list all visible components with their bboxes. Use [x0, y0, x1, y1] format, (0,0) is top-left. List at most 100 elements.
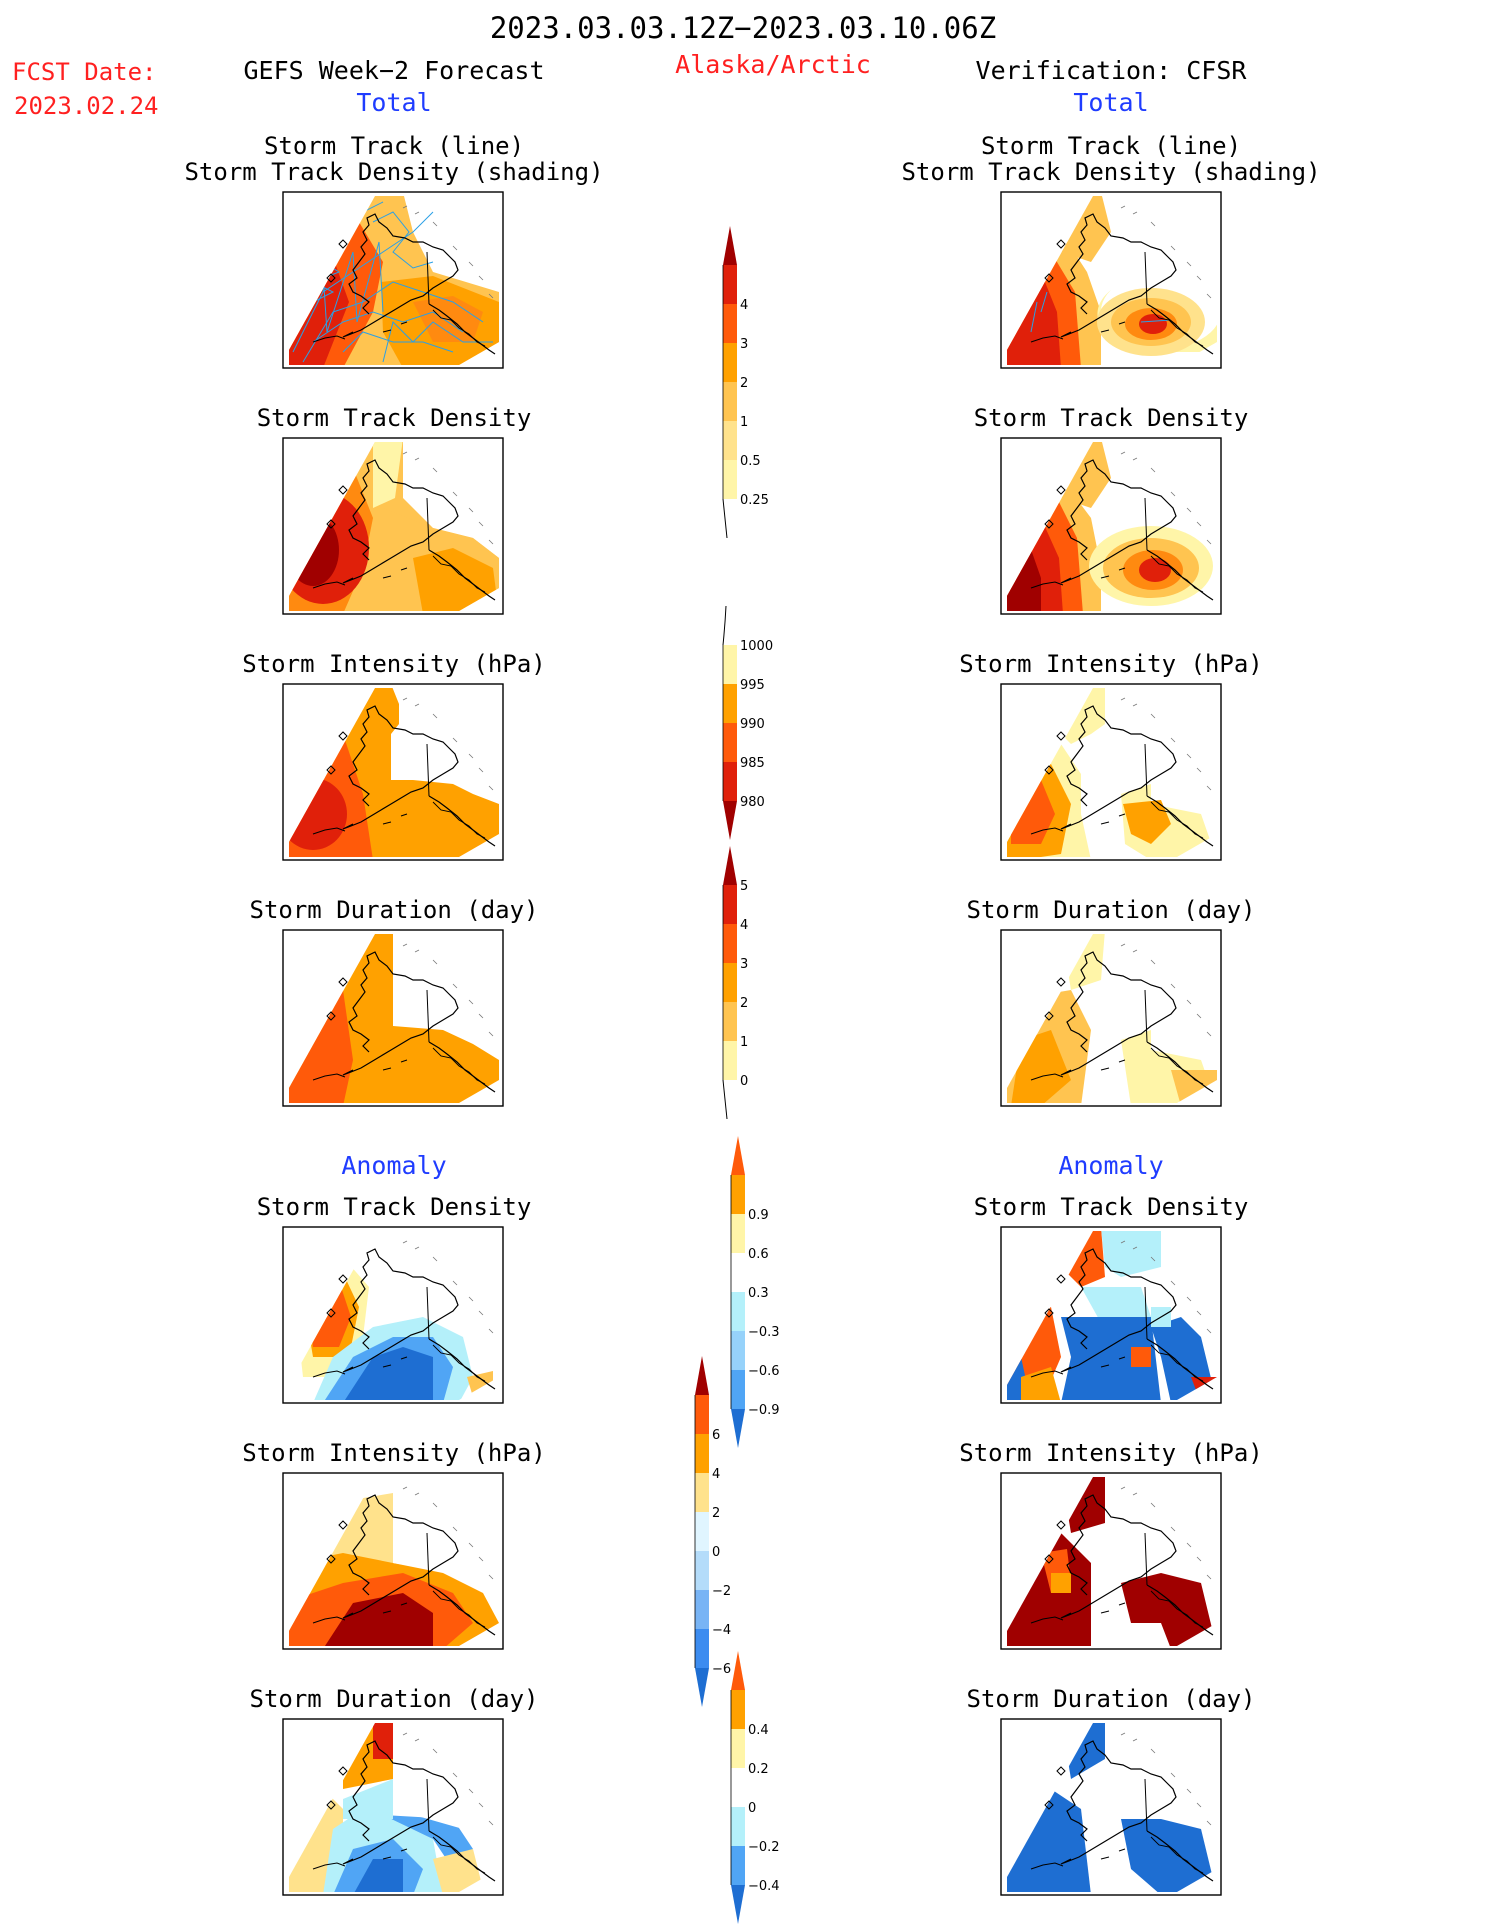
colorbar-segment: [731, 1175, 745, 1214]
colorbar-segment: [723, 924, 737, 963]
colorbar-tick-label: −0.2: [748, 1840, 780, 1855]
colorbar-tick-label: 4: [740, 298, 748, 313]
verification-duration-title: Storm Duration (day): [966, 896, 1256, 924]
colorbar-segment: [731, 1331, 745, 1370]
colorbar-tick-label: −2: [712, 1584, 731, 1599]
forecast-total-label: Total: [356, 88, 432, 117]
colorbar-segment: [731, 1253, 745, 1292]
colorbar-tick-label: 2: [740, 996, 748, 1011]
colorbar-tick-label: 3: [740, 337, 748, 352]
forecast-density-anomaly-title: Storm Track Density: [256, 1193, 532, 1221]
colorbar-segment: [731, 1214, 745, 1253]
verification-duration-anomaly-title: Storm Duration (day): [966, 1685, 1256, 1713]
map-panel-verification-intensity: [1000, 683, 1222, 861]
verification-anomaly-label: Anomaly: [1058, 1151, 1164, 1180]
colorbar-segment: [723, 645, 737, 684]
region-label: Alaska/Arctic: [675, 50, 871, 79]
map-panel-forecast-duration-anomaly: [282, 1718, 504, 1896]
colorbar-tick-label: −4: [712, 1623, 731, 1638]
fcst-date: 2023.02.24: [14, 92, 159, 120]
colorbar-segment: [723, 885, 737, 924]
colorbar-duration-anomaly: 0.4 0.2 0 −0.2 −0.4: [730, 1651, 780, 1924]
colorbar-segment: [723, 762, 737, 801]
colorbar-tick-label: 1000: [740, 639, 773, 654]
colorbar-segment: [695, 1551, 709, 1590]
verification-intensity-title: Storm Intensity (hPa): [959, 650, 1263, 678]
colorbar-tick-label: 0: [748, 1801, 756, 1816]
colorbar-cap-top: [731, 1651, 745, 1690]
colorbar-segment: [723, 1041, 737, 1080]
colorbar-tick-label: −0.9: [748, 1403, 780, 1418]
verification-track-shading-title: Storm Track Density (shading): [901, 158, 1321, 186]
forecast-intensity-title: Storm Intensity (hPa): [242, 650, 546, 678]
colorbar-tick-label: 3: [740, 957, 748, 972]
colorbar-density-anomaly: 0.9 0.6 0.3 −0.3 −0.6 −0.9: [730, 1136, 780, 1448]
colorbar-tick-label: 0: [740, 1074, 748, 1089]
colorbar-segment: [723, 382, 737, 421]
colorbar-tick-label: −0.3: [748, 1325, 780, 1340]
colorbar-segment: [723, 304, 737, 343]
colorbar-tick-label: 4: [740, 918, 748, 933]
colorbar-tick-label: 1: [740, 415, 748, 430]
colorbar-tick-label: 2: [712, 1506, 720, 1521]
colorbar-tick-label: −6: [712, 1662, 731, 1677]
map-panel-verification-density-anomaly: [1000, 1226, 1222, 1404]
map-panel-forecast-intensity: [282, 683, 504, 861]
map-panel-verification-duration-anomaly: [1000, 1718, 1222, 1896]
verification-track-line-title: Storm Track (line): [980, 132, 1242, 160]
forecast-track-shading-title: Storm Track Density (shading): [184, 158, 604, 186]
colorbar-segment: [723, 421, 737, 460]
colorbar-tick-label: −0.4: [748, 1879, 780, 1894]
forecast-duration-title: Storm Duration (day): [249, 896, 539, 924]
colorbar-segment: [731, 1846, 745, 1885]
colorbar-density: 4 3 2 1 0.5 0.25: [722, 226, 769, 539]
colorbar-duration: 5 4 3 2 1 0: [722, 846, 748, 1120]
map-panel-forecast-density-anomaly: [282, 1226, 504, 1404]
forecast-column-title: GEFS Week−2 Forecast: [243, 56, 545, 85]
colorbar-tick-label: 0: [712, 1545, 720, 1560]
map-panel-verification-intensity-anomaly: [1000, 1472, 1222, 1650]
colorbar-tick-label: 980: [740, 795, 765, 810]
colorbar-tick-label: −0.6: [748, 1364, 780, 1379]
colorbar-segment: [731, 1292, 745, 1331]
colorbar-segment: [723, 1002, 737, 1041]
colorbar-cap-top: [723, 846, 737, 885]
colorbar-segment: [723, 963, 737, 1002]
colorbar-segment: [723, 684, 737, 723]
date-range-title: 2023.03.03.12Z−2023.03.10.06Z: [489, 11, 997, 45]
forecast-track-line-title: Storm Track (line): [263, 132, 525, 160]
map-panel-forecast-intensity-anomaly: [282, 1472, 504, 1650]
colorbar-segment: [731, 1729, 745, 1768]
colorbar-segment: [731, 1768, 745, 1807]
colorbar-tick-label: 0.3: [748, 1286, 769, 1301]
colorbar-cap-bottom: [731, 1409, 745, 1448]
colorbar-tick-label: 0.25: [740, 493, 769, 508]
colorbar-segment: [723, 265, 737, 304]
colorbar-segment: [695, 1434, 709, 1473]
colorbar-tick-label: 0.5: [740, 454, 761, 469]
colorbar-tick-label: 4: [712, 1467, 720, 1482]
colorbar-tick-label: 0.4: [748, 1723, 769, 1738]
colorbar-segment: [695, 1629, 709, 1668]
colorbar-tick-label: 0.6: [748, 1247, 769, 1262]
verification-total-label: Total: [1073, 88, 1149, 117]
map-panel-forecast-track: [282, 191, 504, 369]
verification-intensity-anomaly-title: Storm Intensity (hPa): [959, 1439, 1263, 1467]
colorbar-segment: [695, 1473, 709, 1512]
fcst-label: FCST Date:: [12, 58, 157, 86]
map-panel-verification-duration: [1000, 929, 1222, 1107]
forecast-density-title: Storm Track Density: [256, 404, 532, 432]
colorbar-intensity-anomaly: 6 4 2 0 −2 −4 −6: [694, 1356, 731, 1707]
colorbar-tick-label: 990: [740, 717, 765, 732]
verification-density-title: Storm Track Density: [973, 404, 1249, 432]
colorbar-tick-label: 5: [740, 879, 748, 894]
colorbar-tick-label: 2: [740, 376, 748, 391]
colorbar-tick-label: 995: [740, 678, 765, 693]
colorbar-segment: [695, 1590, 709, 1629]
colorbar-cap-top: [731, 1136, 745, 1175]
colorbar-tick-label: 0.9: [748, 1208, 769, 1223]
map-panel-forecast-density: [282, 437, 504, 615]
colorbar-segment: [731, 1807, 745, 1846]
colorbar-cap-bottom: [695, 1668, 709, 1707]
